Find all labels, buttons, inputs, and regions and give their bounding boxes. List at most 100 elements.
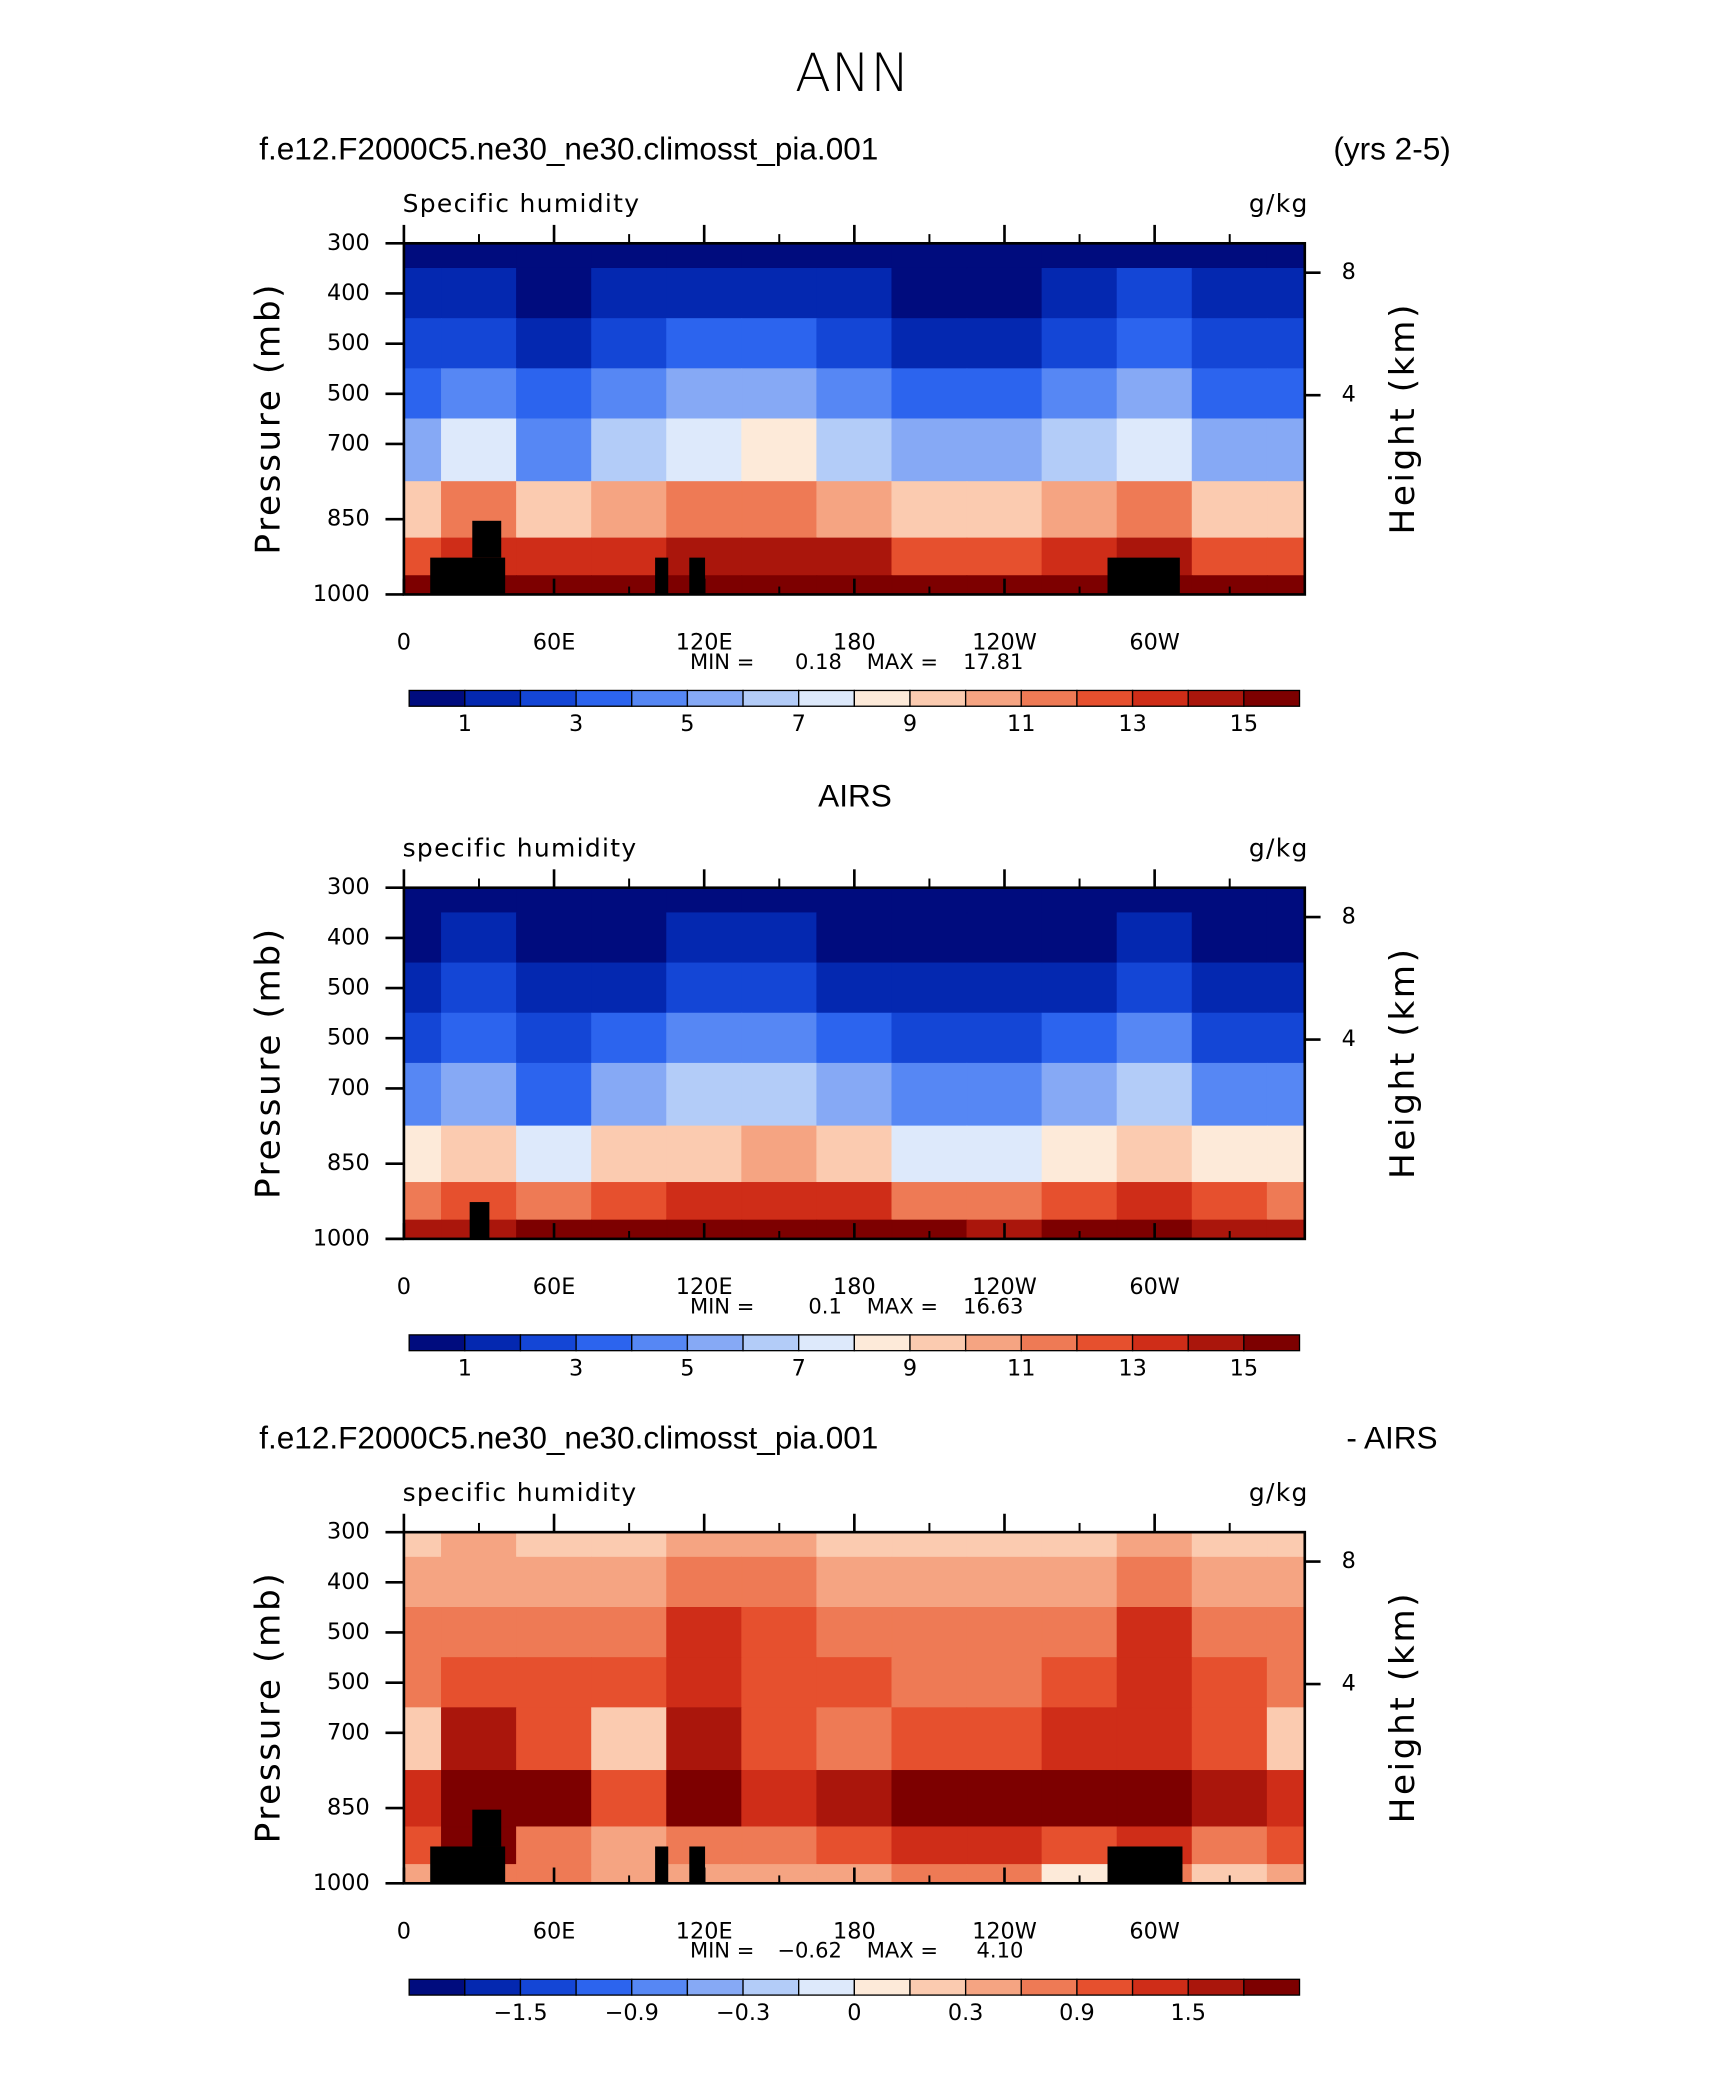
field-cell (966, 912, 1043, 964)
field-cell (403, 481, 442, 539)
field-cell (1041, 267, 1118, 319)
field-cell (591, 1062, 668, 1127)
field-cell (1191, 1770, 1268, 1828)
field-cell (741, 1826, 818, 1865)
y-tick-label: 1000 (313, 1225, 370, 1251)
field-cell (1191, 481, 1268, 539)
field-cell (403, 1012, 442, 1064)
x-tick-label: 120W (972, 630, 1037, 656)
field-cell (1116, 1556, 1193, 1608)
field-cell (516, 1707, 592, 1771)
field-cell (1041, 1707, 1118, 1771)
field-cell (666, 1556, 743, 1608)
field-cell (816, 418, 893, 482)
field-cell (1266, 912, 1306, 964)
field-cell (1041, 242, 1118, 269)
colorbar-swatch (575, 1978, 633, 1996)
field-cell (966, 1182, 1043, 1221)
y-tick-label: 500 (327, 1025, 370, 1051)
y2-tick-label: 8 (1342, 259, 1356, 285)
field-cell (403, 887, 442, 914)
field-cell (441, 912, 517, 964)
topography-mask (1107, 557, 1180, 595)
colorbar-swatch (742, 1334, 800, 1352)
field-cell (966, 887, 1043, 914)
colorbar-label: 11 (1007, 711, 1035, 737)
min-value: −0.62 (777, 1938, 841, 1963)
field-cell (516, 962, 592, 1014)
field-cell (1266, 537, 1306, 577)
field-cell (441, 1012, 517, 1064)
field-cell (666, 1607, 743, 1658)
field-cell (741, 1556, 818, 1608)
colorbar-label: 1.5 (1170, 2000, 1206, 2026)
y2-axis-label: Height (km) (1383, 1591, 1423, 1824)
y-tick-label: 850 (327, 1150, 370, 1176)
field-cell (741, 1062, 818, 1127)
colorbar-swatch (964, 1334, 1022, 1352)
topography-mask (469, 1202, 490, 1239)
y-tick-label: 850 (327, 1795, 370, 1821)
colorbar-swatch (853, 1334, 911, 1352)
field-cell (741, 962, 818, 1014)
field-cell (666, 267, 743, 319)
field-cell (516, 1607, 592, 1658)
colorbar-swatch (1187, 1334, 1245, 1352)
y-axis-label: Pressure (mb) (248, 926, 288, 1199)
y-tick-label: 1000 (313, 1870, 370, 1896)
field-cell (403, 1125, 442, 1183)
x-tick-label: 120E (676, 1918, 733, 1944)
field-cell (741, 418, 818, 482)
field-cell (966, 267, 1043, 319)
colorbar-swatch (1076, 1334, 1134, 1352)
field-cell (966, 1607, 1043, 1658)
x-tick-label: 60E (533, 1274, 576, 1300)
field-cell (1041, 537, 1118, 577)
field-cell (1191, 267, 1268, 319)
field-cell (591, 962, 668, 1014)
subtitle-left: Specific humidity (403, 189, 641, 218)
field-cell (1116, 1125, 1193, 1183)
field-cell (741, 242, 818, 269)
field-cell (516, 242, 592, 269)
colorbar-swatch (1020, 1978, 1078, 1996)
plot-0: f.e12.F2000C5.ne30_ne30.climosst_pia.001… (248, 131, 1451, 738)
colorbar-swatch (631, 689, 689, 707)
field-cell (1266, 1182, 1306, 1221)
field-cell (741, 1531, 818, 1558)
field-cell (1041, 1607, 1118, 1658)
field-cell (403, 368, 442, 420)
field-cell (1266, 887, 1306, 914)
field-cell (891, 267, 968, 319)
field-cell (591, 1556, 668, 1608)
max-value: 17.81 (963, 649, 1023, 674)
colorbar-swatch (742, 1978, 800, 1996)
colorbar-label: −0.9 (605, 2000, 659, 2026)
y-tick-label: 500 (327, 1669, 370, 1695)
field-cell (816, 1770, 893, 1828)
field-cell (1041, 1556, 1118, 1608)
field-cell (666, 912, 743, 964)
colorbar-swatch (686, 1334, 744, 1352)
field-cell (741, 537, 818, 577)
field-cell (1116, 418, 1193, 482)
field-cell (1266, 1125, 1306, 1183)
field-cell (1116, 1707, 1193, 1771)
min-value: 0.18 (795, 649, 842, 674)
colorbar-swatch (519, 689, 577, 707)
field-cell (1266, 962, 1306, 1014)
field-cell (403, 1607, 442, 1658)
field-cell (966, 1770, 1043, 1828)
colorbar-swatch (631, 1334, 689, 1352)
min-label: MIN = (690, 649, 754, 674)
field-cell (516, 368, 592, 420)
field-cell (666, 1125, 743, 1183)
field-cell (403, 1770, 442, 1828)
colorbar-swatch (1187, 689, 1245, 707)
panel-title-right: - AIRS (1346, 1419, 1437, 1455)
field-cell (1266, 1657, 1306, 1709)
field-cell (1266, 1062, 1306, 1127)
field-cell (741, 1657, 818, 1709)
colorbar-swatch (686, 689, 744, 707)
colorbar-swatch (408, 1978, 466, 1996)
